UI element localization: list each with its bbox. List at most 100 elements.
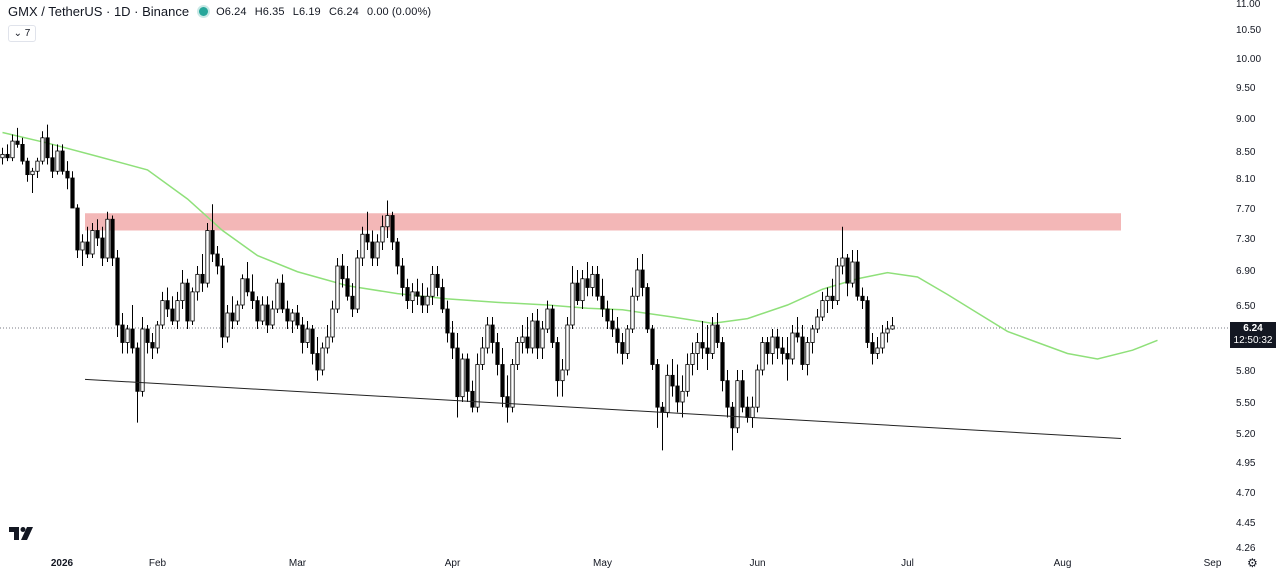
candle[interactable] xyxy=(415,278,420,305)
candle[interactable] xyxy=(165,287,170,318)
candle[interactable] xyxy=(285,300,290,329)
candle[interactable] xyxy=(130,305,135,354)
candle[interactable] xyxy=(775,329,780,359)
candle[interactable] xyxy=(330,300,335,343)
candle[interactable] xyxy=(555,337,560,397)
candle[interactable] xyxy=(185,278,190,329)
candle[interactable] xyxy=(15,127,20,148)
candle[interactable] xyxy=(700,321,705,359)
candle[interactable] xyxy=(870,333,875,365)
candle[interactable] xyxy=(540,321,545,359)
candle[interactable] xyxy=(400,258,405,297)
candle[interactable] xyxy=(800,325,805,370)
candle[interactable] xyxy=(345,266,350,301)
candle[interactable] xyxy=(845,254,850,297)
candle[interactable] xyxy=(620,333,625,365)
candle[interactable] xyxy=(535,309,540,359)
candle[interactable] xyxy=(840,226,845,275)
candle[interactable] xyxy=(150,333,155,359)
resistance-zone[interactable] xyxy=(85,213,1121,231)
candle[interactable] xyxy=(485,317,490,354)
candle[interactable] xyxy=(375,234,380,266)
candle[interactable] xyxy=(695,333,700,370)
candle[interactable] xyxy=(30,167,35,193)
candle[interactable] xyxy=(580,270,585,309)
candle[interactable] xyxy=(40,131,45,165)
candle[interactable] xyxy=(765,337,770,365)
candle[interactable] xyxy=(610,309,615,337)
candle[interactable] xyxy=(60,144,65,175)
candle[interactable] xyxy=(350,283,355,317)
candle[interactable] xyxy=(50,144,55,178)
candle[interactable] xyxy=(420,283,425,313)
candle[interactable] xyxy=(605,300,610,329)
candle[interactable] xyxy=(270,300,275,329)
candle[interactable] xyxy=(310,325,315,365)
symbol-title[interactable]: GMX / TetherUS · 1D · Binance xyxy=(8,4,190,19)
candle[interactable] xyxy=(45,124,50,165)
candle[interactable] xyxy=(680,375,685,418)
indicators-toggle-button[interactable]: ⌄ 7 xyxy=(8,25,36,42)
candle[interactable] xyxy=(795,317,800,343)
time-axis[interactable]: 2026 Feb Mar Apr May Jun Jul Aug Sep xyxy=(51,558,1222,569)
candle[interactable] xyxy=(335,258,340,313)
candle[interactable] xyxy=(745,396,750,423)
candle[interactable] xyxy=(825,287,830,314)
candle[interactable] xyxy=(835,258,840,305)
candle[interactable] xyxy=(120,313,125,354)
candle[interactable] xyxy=(790,325,795,365)
candle[interactable] xyxy=(220,258,225,348)
candle[interactable] xyxy=(860,287,865,310)
candle[interactable] xyxy=(0,147,5,165)
candle[interactable] xyxy=(410,283,415,313)
candle[interactable] xyxy=(90,223,95,258)
candle[interactable] xyxy=(275,278,280,313)
candle[interactable] xyxy=(355,250,360,313)
candle[interactable] xyxy=(530,313,535,354)
candle[interactable] xyxy=(215,246,220,275)
candle[interactable] xyxy=(315,337,320,381)
candle[interactable] xyxy=(730,402,735,451)
candle[interactable] xyxy=(855,250,860,301)
tradingview-logo-icon[interactable] xyxy=(9,525,37,541)
candle[interactable] xyxy=(195,266,200,301)
candle[interactable] xyxy=(725,370,730,418)
candle[interactable] xyxy=(380,215,385,251)
candle[interactable] xyxy=(440,278,445,313)
candle[interactable] xyxy=(615,317,620,354)
candle[interactable] xyxy=(225,305,230,343)
candle[interactable] xyxy=(85,226,90,258)
candle[interactable] xyxy=(280,274,285,313)
candle[interactable] xyxy=(570,266,575,329)
candle[interactable] xyxy=(110,215,115,267)
candle[interactable] xyxy=(365,211,370,250)
candle[interactable] xyxy=(20,137,25,165)
candle[interactable] xyxy=(10,134,15,162)
candle[interactable] xyxy=(245,262,250,297)
candle[interactable] xyxy=(325,325,330,354)
candle[interactable] xyxy=(430,266,435,305)
candle[interactable] xyxy=(465,353,470,403)
candle[interactable] xyxy=(505,375,510,423)
symbol-legend[interactable]: GMX / TetherUS · 1D · Binance O6.24 H6.3… xyxy=(8,4,436,19)
candle[interactable] xyxy=(665,364,670,418)
candle[interactable] xyxy=(175,291,180,329)
candle[interactable] xyxy=(460,353,465,403)
candle[interactable] xyxy=(715,313,720,348)
candle[interactable] xyxy=(710,317,715,359)
candle[interactable] xyxy=(290,309,295,333)
candle[interactable] xyxy=(25,157,30,182)
candle[interactable] xyxy=(545,300,550,333)
candle[interactable] xyxy=(105,211,110,262)
candle[interactable] xyxy=(660,402,665,451)
candle[interactable] xyxy=(490,317,495,354)
candle[interactable] xyxy=(675,364,680,413)
candle[interactable] xyxy=(565,317,570,376)
candle[interactable] xyxy=(815,309,820,333)
candle[interactable] xyxy=(820,291,825,321)
candle[interactable] xyxy=(180,270,185,309)
candle[interactable] xyxy=(140,317,145,397)
candle[interactable] xyxy=(445,300,450,343)
candle[interactable] xyxy=(170,296,175,325)
